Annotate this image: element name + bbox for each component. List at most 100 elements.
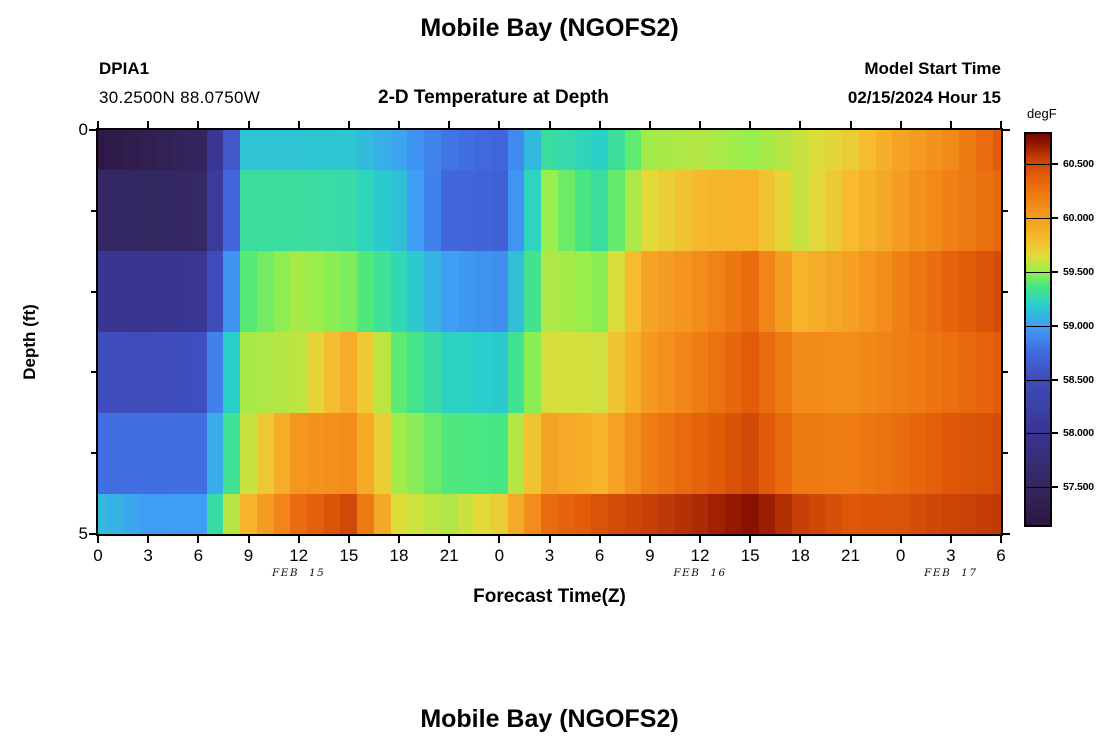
colorbar-tick bbox=[1052, 217, 1058, 220]
axis-tick bbox=[699, 536, 701, 543]
colorbar-tick bbox=[1052, 324, 1058, 327]
axis-tick bbox=[97, 121, 99, 128]
heatmap-cell bbox=[791, 412, 810, 495]
heatmap-cell bbox=[307, 412, 325, 495]
heatmap-cell bbox=[474, 170, 492, 252]
heatmap-cell bbox=[457, 130, 475, 171]
heatmap-cell bbox=[624, 493, 642, 535]
colorbar-tick-label: 60.500 bbox=[1063, 158, 1094, 171]
heatmap-cell bbox=[825, 251, 843, 333]
heatmap-cell bbox=[173, 493, 191, 535]
axis-tick bbox=[1003, 129, 1010, 131]
heatmap-cell bbox=[775, 332, 793, 414]
heatmap-cell bbox=[290, 493, 308, 535]
colorbar-tick-line bbox=[1026, 433, 1050, 435]
heatmap-cell bbox=[98, 493, 107, 535]
heatmap-cell bbox=[424, 493, 442, 535]
axis-tick bbox=[398, 536, 400, 543]
heatmap-cell bbox=[808, 493, 826, 535]
heatmap-cell bbox=[875, 412, 893, 495]
heatmap-cell bbox=[825, 170, 843, 252]
heatmap-cell bbox=[507, 493, 525, 535]
heatmap-cell bbox=[507, 332, 525, 414]
heatmap-cell bbox=[123, 130, 141, 171]
heatmap-cell bbox=[892, 412, 910, 495]
axis-tick bbox=[147, 536, 150, 543]
heatmap-cell bbox=[591, 493, 609, 535]
axis-tick bbox=[297, 121, 300, 128]
heatmap-cell bbox=[256, 493, 275, 535]
heatmap-cell bbox=[173, 251, 191, 333]
heatmap-cell bbox=[139, 130, 158, 171]
y-tick-label: 5 bbox=[78, 524, 88, 543]
heatmap-cell bbox=[373, 493, 392, 535]
heatmap-cell bbox=[892, 170, 910, 252]
heatmap-cell bbox=[892, 251, 910, 333]
heatmap-cell bbox=[541, 251, 559, 333]
heatmap-cell bbox=[440, 170, 459, 252]
heatmap-cell bbox=[691, 412, 709, 495]
heatmap-cell bbox=[123, 170, 141, 252]
next-figure-title: Mobile Bay (NGOFS2) bbox=[420, 705, 679, 733]
heatmap-cell bbox=[775, 251, 793, 333]
heatmap-cell bbox=[674, 493, 693, 535]
model-start-value: 02/15/2024 Hour 15 bbox=[847, 88, 1001, 107]
heatmap-cell bbox=[156, 332, 174, 414]
colorbar-unit-label: degF bbox=[1027, 106, 1057, 121]
heatmap-cell bbox=[206, 332, 224, 414]
heatmap-cell bbox=[524, 170, 542, 252]
heatmap-cell bbox=[307, 251, 325, 333]
axis-tick bbox=[699, 121, 701, 128]
heatmap-cell bbox=[574, 332, 592, 414]
x-tick-label: 3 bbox=[544, 546, 555, 565]
heatmap-cell bbox=[925, 412, 943, 495]
heatmap-cell bbox=[407, 170, 425, 252]
heatmap-cell bbox=[608, 412, 626, 495]
heatmap-cell bbox=[106, 412, 124, 495]
heatmap-cell bbox=[608, 251, 626, 333]
heatmap-cell bbox=[557, 130, 576, 171]
heatmap-cell bbox=[457, 251, 475, 333]
heatmap-cell bbox=[323, 170, 341, 252]
heatmap-cell bbox=[858, 170, 877, 252]
heatmap-cell bbox=[256, 130, 275, 171]
axis-tick bbox=[97, 536, 99, 543]
colorbar-tick bbox=[1052, 378, 1058, 381]
heatmap-cell bbox=[407, 412, 425, 495]
colorbar bbox=[1024, 132, 1052, 527]
x-tick-label: 6 bbox=[594, 546, 605, 565]
heatmap-cell bbox=[925, 170, 943, 252]
heatmap-cell bbox=[858, 493, 877, 535]
heatmap-cell bbox=[975, 251, 994, 333]
axis-tick bbox=[1003, 371, 1008, 374]
heatmap-cell bbox=[240, 170, 258, 252]
heatmap-cell bbox=[173, 130, 191, 171]
heatmap-cell bbox=[440, 412, 459, 495]
heatmap-cell bbox=[240, 412, 258, 495]
heatmap-cell bbox=[942, 130, 960, 171]
heatmap-cell bbox=[340, 130, 358, 171]
heatmap-cell bbox=[256, 332, 275, 414]
heatmap-cell bbox=[273, 170, 291, 252]
heatmap-cell bbox=[106, 170, 124, 252]
heatmap-cell bbox=[574, 170, 592, 252]
colorbar-tick-line bbox=[1026, 218, 1050, 220]
plot-subtitle: 2-D Temperature at Depth bbox=[378, 87, 609, 108]
heatmap-cell bbox=[909, 170, 927, 252]
heatmap-cell bbox=[323, 332, 341, 414]
heatmap-cell bbox=[189, 412, 208, 495]
heatmap-cell bbox=[206, 493, 224, 535]
heatmap-cell bbox=[123, 332, 141, 414]
heatmap-cell bbox=[390, 130, 408, 171]
x-tick-label: 15 bbox=[740, 546, 760, 565]
axis-tick bbox=[949, 536, 952, 543]
heatmap-cell bbox=[658, 493, 676, 535]
heatmap-cell bbox=[691, 251, 709, 333]
heatmap-cell bbox=[98, 251, 107, 333]
x-axis-date-label: FEB 17 bbox=[924, 567, 978, 579]
heatmap-cell bbox=[725, 412, 743, 495]
heatmap-cell bbox=[474, 251, 492, 333]
heatmap-cell bbox=[490, 170, 509, 252]
heatmap-cell bbox=[775, 130, 793, 171]
heatmap-cell bbox=[106, 493, 124, 535]
